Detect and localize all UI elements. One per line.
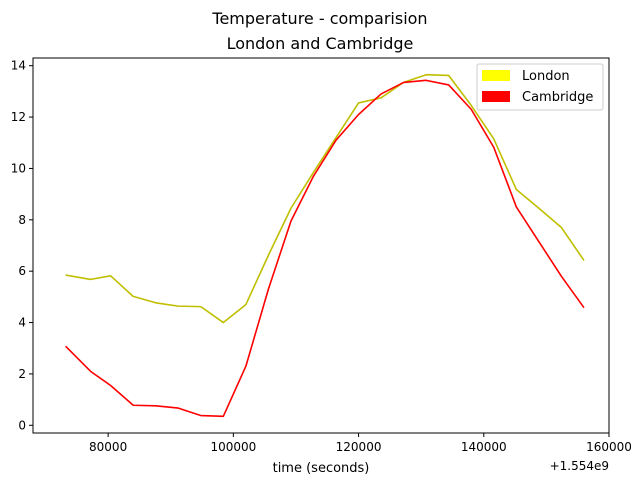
axes-frame	[32, 57, 610, 434]
data-point-cambridge	[425, 79, 427, 81]
data-point-london	[200, 305, 202, 307]
data-point-cambridge	[357, 113, 359, 115]
data-point-london	[245, 303, 247, 305]
data-point-london	[470, 104, 472, 106]
legend-label-london: London	[522, 69, 570, 84]
data-point-london	[380, 97, 382, 99]
series-line-cambridge	[64, 79, 585, 418]
x-tick-label: 160000	[586, 440, 632, 454]
chart-subtitle: London and Cambridge	[227, 34, 414, 53]
y-tick-label: 4	[18, 316, 26, 330]
data-point-london	[290, 207, 292, 209]
data-point-london	[177, 305, 179, 307]
series-line-london	[65, 73, 585, 324]
y-tick-label: 12	[11, 110, 26, 124]
legend-label-cambridge: Cambridge	[522, 90, 593, 105]
chart-title: Temperature - comparision	[211, 9, 427, 28]
x-tick-label: 100000	[210, 440, 256, 454]
x-tick-label: 120000	[336, 440, 382, 454]
data-point-cambridge	[155, 405, 157, 407]
data-point-london	[493, 138, 495, 140]
data-point-london	[312, 171, 314, 173]
data-point-london	[583, 259, 585, 261]
axis-ticks: 80000 100000 120000 140000 160000 0 2 4 6 8 10 12 14	[11, 59, 632, 454]
y-tick-label: 0	[18, 418, 26, 432]
data-point-cambridge	[312, 175, 314, 177]
data-point-cambridge	[64, 345, 66, 347]
y-tick-label: 8	[18, 213, 26, 227]
data-point-cambridge	[200, 414, 202, 416]
data-point-london	[538, 207, 540, 209]
data-point-cambridge	[89, 370, 91, 372]
data-point-london	[560, 226, 562, 228]
data-point-london	[448, 74, 450, 76]
legend-swatch-london	[482, 70, 510, 81]
data-point-cambridge	[470, 108, 472, 110]
data-point-london	[155, 302, 157, 304]
data-point-london	[357, 102, 359, 104]
data-point-cambridge	[560, 275, 562, 277]
data-point-cambridge	[380, 93, 382, 95]
plot-area	[64, 73, 585, 418]
data-point-cambridge	[493, 146, 495, 148]
data-point-london	[425, 74, 427, 76]
data-point-london	[132, 295, 134, 297]
y-tick-label: 14	[11, 59, 26, 73]
data-point-cambridge	[267, 288, 269, 290]
legend: London Cambridge	[476, 63, 604, 111]
data-point-cambridge	[448, 84, 450, 86]
x-tick-label: 80000	[89, 440, 127, 454]
y-tick-label: 2	[18, 367, 26, 381]
data-point-london	[109, 275, 111, 277]
data-point-cambridge	[402, 81, 404, 83]
data-point-cambridge	[222, 415, 224, 417]
data-point-cambridge	[583, 306, 585, 308]
data-point-cambridge	[109, 384, 111, 386]
data-point-cambridge	[132, 404, 134, 406]
data-point-cambridge	[515, 206, 517, 208]
legend-swatch-cambridge	[482, 91, 510, 102]
y-tick-label: 10	[11, 161, 26, 175]
x-axis-label: time (seconds)	[273, 461, 370, 476]
data-point-london	[515, 188, 517, 190]
data-point-cambridge	[245, 365, 247, 367]
data-point-london	[222, 321, 224, 323]
data-point-cambridge	[290, 220, 292, 222]
x-tick-label: 140000	[461, 440, 507, 454]
data-point-london	[89, 278, 91, 280]
data-point-cambridge	[177, 407, 179, 409]
data-point-london	[64, 274, 66, 276]
data-point-cambridge	[335, 139, 337, 141]
y-tick-label: 6	[18, 264, 26, 278]
data-point-london	[267, 254, 269, 256]
x-axis-offset-label: +1.554e9	[550, 459, 609, 473]
data-point-cambridge	[538, 240, 540, 242]
